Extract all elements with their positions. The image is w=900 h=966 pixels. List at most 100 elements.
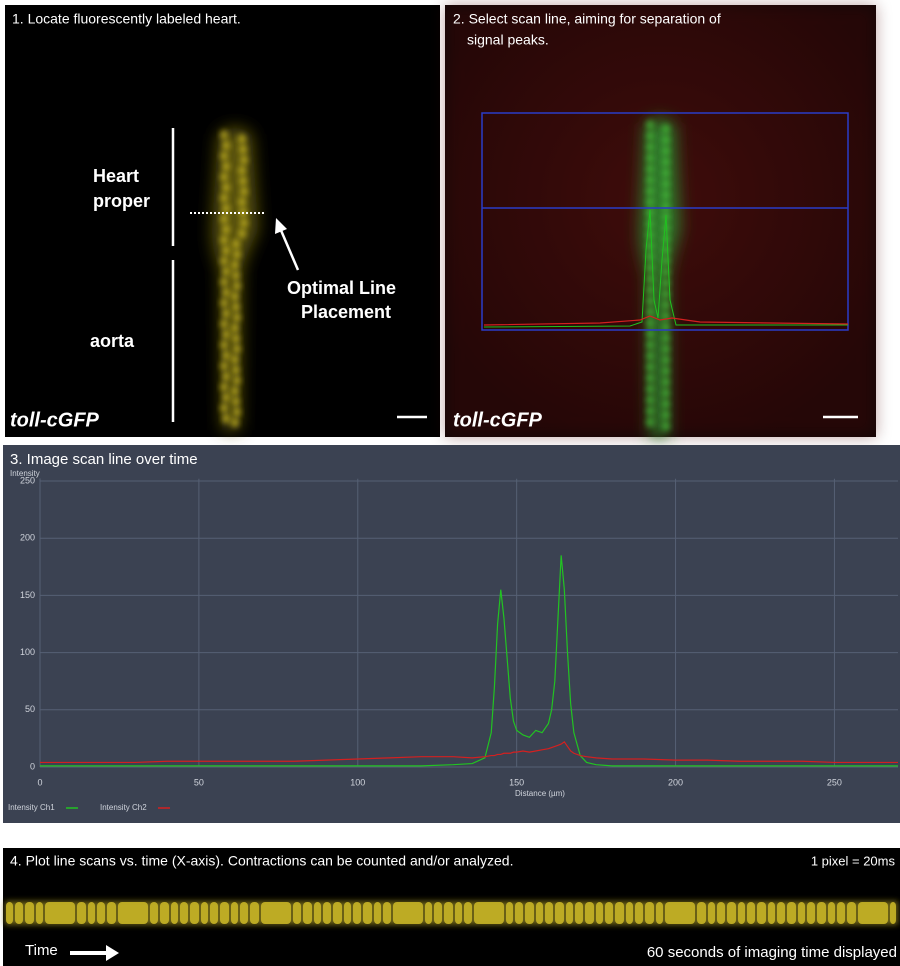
kymo-segment (575, 902, 583, 924)
kymo-segment (77, 902, 86, 924)
heart-bead (233, 250, 241, 260)
heart-bead (233, 407, 241, 417)
kymo-segment (536, 902, 543, 924)
heart-bead (646, 362, 654, 372)
kymo-segment (757, 902, 766, 924)
heart-bead (222, 183, 230, 193)
scale-note: 1 pixel = 20ms (811, 853, 896, 868)
heart-bead (222, 372, 230, 382)
kymo-segment (374, 902, 381, 924)
kymo-segment (201, 902, 208, 924)
panel-title: signal peaks. (467, 32, 549, 48)
heart-bead (646, 340, 654, 350)
heart-bead (662, 333, 670, 343)
annotation: Optimal Line (287, 278, 396, 298)
heart-bead (662, 124, 670, 134)
kymo-segment (656, 902, 663, 924)
kymo-segment (303, 902, 312, 924)
kymograph (5, 901, 898, 925)
heart-bead (646, 175, 654, 185)
heart-bead (222, 309, 230, 319)
heart-bead (662, 190, 670, 200)
kymo-segment (293, 902, 301, 924)
kymo-segment (697, 902, 706, 924)
heart-bead (232, 302, 240, 312)
panel-3: 3. Image scan line over time Intensity D… (3, 445, 900, 823)
axis-label: Time (25, 942, 58, 959)
y-tick-label: 100 (20, 647, 35, 657)
y-tick-label: 250 (20, 475, 35, 485)
heart-bead (232, 271, 240, 281)
heart-bead (662, 201, 670, 211)
panel-title: 4. Plot line scans vs. time (X-axis). Co… (10, 853, 513, 869)
heart-bead (232, 365, 240, 375)
heart-bead (232, 334, 240, 344)
kymo-segment (434, 902, 442, 924)
x-tick-label: 0 (37, 777, 42, 787)
strain-label: toll-cGFP (453, 409, 543, 431)
kymo-segment (738, 902, 745, 924)
heart-bead (662, 388, 670, 398)
heart-bead (239, 145, 247, 155)
heart-bead (646, 186, 654, 196)
kymo-segment (353, 902, 361, 924)
heart-bead (646, 142, 654, 152)
kymo-segment (727, 902, 736, 924)
kymo-segment (220, 902, 229, 924)
kymo-segment (777, 902, 785, 924)
x-axis-label: Distance (µm) (515, 789, 565, 798)
kymo-segment (768, 902, 775, 924)
kymo-segment (615, 902, 624, 924)
heart-bead (222, 246, 230, 256)
heart-bead (646, 384, 654, 394)
kymo-segment (171, 902, 178, 924)
kymo-segment (798, 902, 805, 924)
annotation: Placement (301, 302, 391, 322)
kymo-segment (25, 902, 34, 924)
y-tick-label: 0 (30, 761, 35, 771)
heart-bead (662, 146, 670, 156)
heart-bead (222, 288, 230, 298)
figure: 1. Locate fluorescently labeled heart. H… (0, 0, 900, 966)
heart-bead (233, 281, 241, 291)
heart-bead (646, 252, 654, 262)
kymo-segment (635, 902, 643, 924)
heart-bead (220, 319, 228, 329)
kymo-segment (474, 902, 504, 924)
chart-title: 3. Image scan line over time (10, 451, 198, 468)
heart-bead (646, 417, 654, 427)
heart-bead (231, 323, 239, 333)
kymo-segment (210, 902, 218, 924)
kymo-segment (555, 902, 564, 924)
heart-bead (662, 399, 670, 409)
heart-bead (233, 313, 241, 323)
kymo-segment (383, 902, 391, 924)
kymo-segment (250, 902, 259, 924)
kymo-segment (240, 902, 248, 924)
heart-bead (238, 229, 246, 239)
heart-bead (646, 406, 654, 416)
heart-bead (232, 239, 240, 249)
kymo-segment (425, 902, 432, 924)
heart-bead (231, 292, 239, 302)
kymo-segment (717, 902, 725, 924)
heart-bead (646, 285, 654, 295)
heart-bead (233, 344, 241, 354)
panel-title: 1. Locate fluorescently labeled heart. (12, 11, 241, 27)
kymo-segment (585, 902, 594, 924)
heart-bead (220, 403, 228, 413)
kymo-segment (15, 902, 23, 924)
heart-bead (231, 418, 239, 428)
heart-bead (646, 164, 654, 174)
heart-bead (646, 131, 654, 141)
heart-bead (662, 355, 670, 365)
heart-image (445, 5, 876, 437)
heart-bead (231, 386, 239, 396)
heart-bead (220, 214, 228, 224)
heart-bead (662, 179, 670, 189)
kymo-segment (107, 902, 116, 924)
heart-bead (239, 176, 247, 186)
heart-bead (646, 351, 654, 361)
y-tick-label: 50 (25, 704, 35, 714)
heart-bead (220, 277, 228, 287)
